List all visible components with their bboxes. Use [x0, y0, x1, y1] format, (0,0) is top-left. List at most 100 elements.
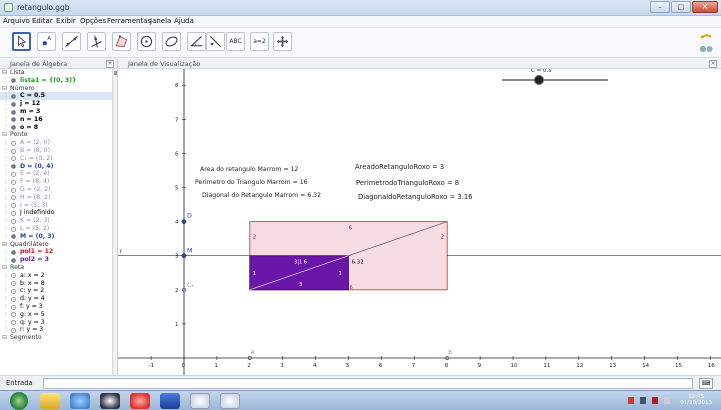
algebra-item[interactable]: ¦ C = 0.5	[0, 92, 112, 101]
reflect-tool[interactable]	[206, 32, 225, 51]
collapse-toggle-icon[interactable]: ⊟	[2, 69, 8, 76]
visibility-toggle-icon[interactable]	[11, 203, 16, 209]
algebra-item[interactable]: ¦ q: y = 3	[0, 319, 112, 327]
algebra-item[interactable]: ¦ I = (5, 3)	[0, 202, 112, 210]
visibility-toggle-icon[interactable]	[11, 140, 16, 146]
start-orb-icon[interactable]	[10, 392, 28, 410]
visibility-toggle-icon[interactable]	[11, 156, 16, 162]
tray-network-icon[interactable]	[640, 397, 646, 404]
keyboard-icon[interactable]: ⌨	[699, 378, 713, 389]
geogebra-icon[interactable]	[190, 393, 210, 409]
tray-antivirus-icon[interactable]	[628, 397, 634, 404]
point-B[interactable]	[445, 356, 450, 361]
algebra-close-icon[interactable]: ×	[106, 60, 114, 68]
folder-icon[interactable]	[40, 393, 60, 409]
algebra-item[interactable]: ¦ F = (8, 4)	[0, 178, 112, 186]
visibility-toggle-icon[interactable]	[11, 304, 16, 310]
menu-ajuda[interactable]: Ajuda	[174, 17, 194, 25]
undo-icon[interactable]	[699, 32, 713, 42]
close-button[interactable]: ✕	[692, 1, 718, 13]
algebra-item[interactable]: ¦ E = (2, 4)	[0, 170, 112, 178]
graphics-close-icon[interactable]: ×	[709, 60, 717, 68]
polygon-tool[interactable]	[112, 32, 131, 51]
menu-arquivo[interactable]: Arquivo	[3, 17, 30, 25]
menu-exibir[interactable]: Exibir	[56, 17, 76, 25]
point-A[interactable]	[247, 356, 252, 361]
algebra-item[interactable]: ¦ pol1 = 12	[0, 248, 112, 256]
visibility-toggle-icon[interactable]	[11, 257, 16, 263]
visibility-toggle-icon[interactable]	[11, 312, 16, 318]
algebra-item[interactable]: ¦ K = (2, 3)	[0, 217, 112, 225]
algebra-group[interactable]: ⊟ Segmento	[0, 334, 112, 342]
minimize-button[interactable]: –	[650, 1, 670, 13]
algebra-item[interactable]: ¦ J indefinido	[0, 209, 112, 217]
algebra-item[interactable]: ¦ j = 12	[0, 100, 112, 108]
move-tool[interactable]	[12, 32, 31, 51]
algebra-group[interactable]: ⊟ Número	[0, 85, 112, 93]
tray-volume-icon[interactable]	[664, 397, 670, 404]
purple-diagonal[interactable]	[249, 255, 349, 291]
visibility-toggle-icon[interactable]	[11, 320, 16, 326]
conic-tool[interactable]	[162, 32, 181, 51]
point-tool[interactable]: A	[37, 32, 56, 51]
algebra-scrollbar[interactable]	[112, 69, 118, 375]
visibility-toggle-icon[interactable]	[11, 109, 16, 115]
algebra-group[interactable]: ⊟ Quadrilátero	[0, 241, 112, 249]
settings-help-icon[interactable]	[699, 45, 713, 53]
visibility-toggle-icon[interactable]	[11, 281, 16, 287]
algebra-item[interactable]: ¦ M = (0, 3)	[0, 233, 112, 241]
visibility-toggle-icon[interactable]	[11, 249, 16, 255]
move-view-tool[interactable]	[273, 32, 292, 51]
scroll-up-arrow-icon[interactable]	[114, 71, 117, 75]
collapse-toggle-icon[interactable]: ⊟	[2, 334, 8, 342]
algebra-item[interactable]: ¦ B = (8, 0)	[0, 147, 112, 155]
algebra-item[interactable]: ¦ a: x = 2	[0, 272, 112, 280]
algebra-item[interactable]: ¦ pol2 = 3	[0, 256, 112, 264]
circle-tool[interactable]	[137, 32, 156, 51]
input-field[interactable]	[43, 378, 693, 389]
taskbar-clock[interactable]: 12:45 01/10/2013	[680, 394, 712, 406]
algebra-item[interactable]: ¦ L = (5, 2)	[0, 225, 112, 233]
visibility-toggle-icon[interactable]	[11, 218, 16, 224]
visibility-toggle-icon[interactable]	[11, 195, 16, 201]
algebra-item[interactable]: ¦ A = (2, 0)	[0, 139, 112, 147]
algebra-item[interactable]: ¦ m = 3	[0, 108, 112, 116]
algebra-item[interactable]: ¦ C₁ = (0, 2)	[0, 155, 112, 163]
algebra-group[interactable]: ⊟ Reta	[0, 264, 112, 272]
collapse-toggle-icon[interactable]: ⊟	[2, 264, 8, 271]
algebra-item[interactable]: ¦ lista1 = {(0, 3)}	[0, 77, 112, 85]
ie-icon[interactable]	[70, 393, 90, 409]
algebra-item[interactable]: ¦ D = (0, 4)	[0, 163, 112, 171]
visibility-toggle-icon[interactable]	[11, 179, 16, 185]
algebra-item[interactable]: ¦ g: x = 5	[0, 311, 112, 319]
algebra-group[interactable]: ⊟ Ponto	[0, 131, 112, 139]
visibility-toggle-icon[interactable]	[11, 93, 16, 99]
point-D[interactable]	[181, 219, 187, 224]
visibility-toggle-icon[interactable]	[11, 171, 16, 177]
slider-knob[interactable]	[534, 75, 544, 85]
algebra-item[interactable]: ¦ n = 16	[0, 116, 112, 124]
algebra-item[interactable]: ¦ G = (2, 2)	[0, 186, 112, 194]
point-M[interactable]	[181, 253, 187, 258]
menu-editar[interactable]: Editar	[32, 17, 53, 25]
algebra-group[interactable]: ⊟ Lista	[0, 69, 112, 77]
slider-tool[interactable]: a=2	[250, 32, 269, 51]
visibility-toggle-icon[interactable]	[11, 234, 16, 240]
menu-opcoes[interactable]: Opções	[80, 17, 107, 25]
visibility-toggle-icon[interactable]	[11, 273, 16, 279]
geogebra-icon-2[interactable]	[220, 393, 240, 409]
visibility-toggle-icon[interactable]	[11, 327, 16, 333]
algebra-item[interactable]: ¦ H = (8, 2)	[0, 194, 112, 202]
visibility-toggle-icon[interactable]	[11, 125, 16, 131]
line-tool[interactable]	[62, 32, 81, 51]
tray-flag-icon[interactable]	[652, 397, 658, 404]
collapse-toggle-icon[interactable]: ⊟	[2, 84, 8, 92]
algebra-item[interactable]: ¦ d: y = 4	[0, 295, 112, 303]
algebra-item[interactable]: ¦ o = 8	[0, 124, 112, 132]
perpendicular-line-tool[interactable]	[87, 32, 106, 51]
opera-icon[interactable]	[130, 393, 150, 409]
algebra-item[interactable]: ¦ r: y = 3	[0, 326, 112, 334]
maximize-button[interactable]: □	[671, 1, 691, 13]
menu-ferramentas[interactable]: Ferramentas	[107, 17, 152, 25]
